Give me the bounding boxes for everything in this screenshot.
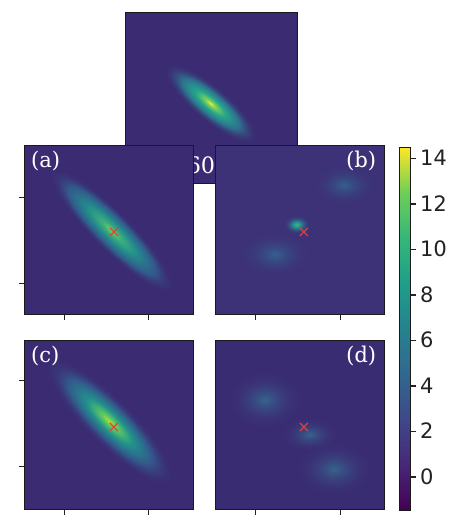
panel-b: × (b)	[215, 145, 385, 315]
center-marker-a: ×	[107, 222, 120, 241]
panel-c: × (c)	[24, 340, 194, 510]
x-tick	[340, 510, 342, 515]
colorbar-tick	[411, 430, 416, 433]
center-marker-b: ×	[297, 222, 310, 241]
panel-label-a: (a)	[31, 148, 60, 172]
colorbar-tick-label: 8	[420, 282, 434, 307]
x-tick	[255, 510, 257, 515]
y-tick	[19, 380, 24, 382]
center-marker-d: ×	[297, 417, 310, 436]
x-tick	[64, 510, 66, 515]
residual-image-b: ×	[216, 146, 384, 314]
panel-label-b: (b)	[346, 148, 376, 172]
center-marker-c: ×	[107, 417, 120, 436]
x-tick	[148, 510, 150, 515]
colorbar-tick	[411, 248, 416, 251]
colorbar-tick	[411, 157, 416, 160]
colorbar-tick	[411, 294, 416, 296]
panel-label-d: (d)	[346, 343, 376, 367]
panel-d: × (d)	[215, 340, 385, 510]
colorbar-tick-label: 4	[420, 373, 434, 398]
y-tick	[19, 466, 24, 468]
colorbar-tick-label: 6	[420, 328, 434, 353]
x-tick	[255, 315, 257, 320]
colorbar-tick-label: 10	[420, 237, 447, 262]
y-tick	[19, 197, 24, 199]
colorbar-tick-label: 14	[420, 146, 447, 171]
colorbar	[399, 147, 411, 511]
colorbar-tick-label: 12	[420, 191, 447, 216]
panel-label-c: (c)	[31, 343, 60, 367]
x-tick	[148, 315, 150, 320]
x-tick	[340, 315, 342, 320]
colorbar-tick	[411, 476, 416, 478]
colorbar-tick-label: 0	[420, 464, 434, 489]
colorbar-tick	[411, 339, 416, 342]
panel-a: × (a)	[24, 145, 194, 315]
model-image-c: ×	[25, 341, 193, 509]
model-image-a: ×	[25, 146, 193, 314]
y-tick	[19, 283, 24, 285]
residual-image-d: ×	[216, 341, 384, 509]
x-tick	[64, 315, 66, 320]
colorbar-tick	[411, 203, 416, 205]
colorbar-tick-label: 2	[420, 419, 434, 444]
colorbar-tick	[411, 385, 416, 387]
